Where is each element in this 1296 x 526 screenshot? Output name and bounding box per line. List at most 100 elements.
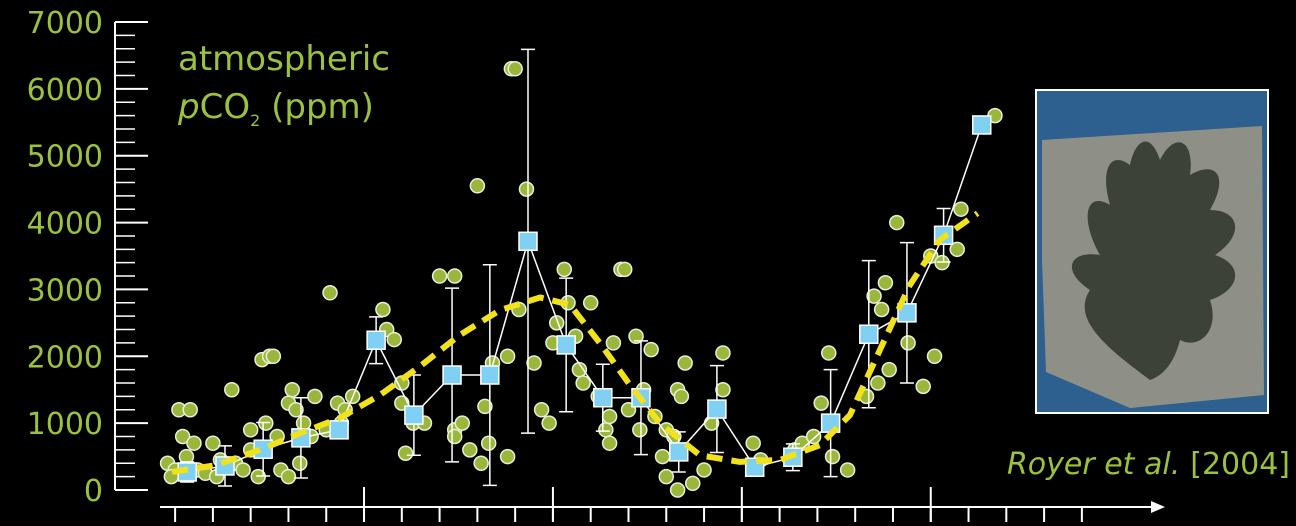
data-point <box>242 422 259 438</box>
data-point <box>499 348 516 365</box>
data-point <box>375 301 391 318</box>
data-point <box>654 448 671 465</box>
x-axis-arrow <box>1151 501 1165 513</box>
data-point <box>643 341 659 358</box>
mean-square <box>668 442 689 462</box>
data-point <box>658 468 675 485</box>
data-point <box>454 415 471 431</box>
data-point <box>601 408 618 425</box>
data-point <box>322 285 338 301</box>
data-point <box>507 61 523 77</box>
y-label-subscript: 2 <box>250 111 260 130</box>
mean-square <box>972 115 992 135</box>
data-point <box>824 448 841 465</box>
data-point <box>677 355 693 371</box>
citation: Royer et al. [2004] <box>1007 447 1290 482</box>
data-point <box>473 455 489 472</box>
mean-square <box>329 420 349 440</box>
data-point <box>446 268 463 284</box>
data-point <box>953 201 969 217</box>
mean-square <box>556 335 576 355</box>
data-point <box>235 462 251 478</box>
data-point <box>877 274 894 291</box>
leaf-fossil-photo <box>1035 89 1269 414</box>
data-point <box>582 295 599 311</box>
data-point <box>926 348 943 365</box>
y-tick-label: 4000 <box>27 207 103 242</box>
data-point <box>805 428 822 445</box>
data-point <box>632 422 648 438</box>
data-point <box>182 402 198 418</box>
data-point <box>684 475 701 492</box>
data-point <box>462 442 478 458</box>
data-point <box>598 422 614 438</box>
data-point <box>556 261 573 278</box>
y-tick-label: 6000 <box>27 73 103 108</box>
y-label-main: CO <box>200 87 251 127</box>
data-point <box>715 381 731 398</box>
data-point <box>397 445 414 461</box>
data-point <box>575 375 591 391</box>
y-tick-label: 1000 <box>27 407 103 442</box>
mean-square <box>366 330 386 350</box>
data-point <box>696 462 712 478</box>
data-point <box>533 402 550 418</box>
data-point <box>307 388 323 405</box>
data-point <box>541 415 557 431</box>
data-point <box>915 378 931 395</box>
data-point <box>499 448 516 465</box>
y-tick-label: 7000 <box>27 6 103 41</box>
leaf <box>1071 141 1236 380</box>
data-point <box>616 261 633 278</box>
mean-square <box>480 365 500 385</box>
data-point <box>431 268 448 284</box>
data-point <box>628 328 644 344</box>
data-point <box>292 455 308 472</box>
mean-square <box>897 303 917 323</box>
data-point <box>820 345 837 361</box>
data-point <box>745 435 761 451</box>
y-tick-label: 0 <box>84 474 103 509</box>
data-point <box>386 331 402 348</box>
data-point <box>480 435 497 451</box>
data-point <box>186 435 202 451</box>
data-point <box>813 395 829 411</box>
data-point <box>284 381 300 398</box>
data-point <box>548 315 565 331</box>
y-label-unit: (ppm) <box>260 87 374 127</box>
y-label-italic: p <box>177 87 200 127</box>
mean-square <box>404 405 424 425</box>
data-point <box>288 402 304 418</box>
trend-line <box>171 210 980 475</box>
data-point <box>839 462 856 478</box>
data-point <box>673 388 690 405</box>
data-point <box>205 435 221 451</box>
data-point <box>601 435 618 451</box>
citation-year: [2004] <box>1190 447 1290 482</box>
y-tick-label: 3000 <box>27 273 103 308</box>
data-point <box>949 241 965 258</box>
mean-square <box>707 399 727 419</box>
data-point <box>526 355 542 371</box>
data-point <box>881 361 897 378</box>
data-point <box>224 381 240 398</box>
citation-author: Royer et al. <box>1007 447 1180 482</box>
data-point <box>518 181 535 197</box>
data-point <box>605 335 622 351</box>
data-point <box>715 345 731 361</box>
data-point <box>866 288 882 304</box>
data-point <box>469 178 486 194</box>
data-point <box>295 415 312 431</box>
y-tick-label: 2000 <box>27 340 103 375</box>
data-point <box>477 398 493 415</box>
mean-square <box>593 387 613 408</box>
y-tick-label: 5000 <box>27 140 103 175</box>
y-label-line2: pCO2 (ppm) <box>177 87 374 130</box>
mean-line <box>187 124 983 473</box>
data-point <box>900 335 916 351</box>
data-point <box>265 348 282 365</box>
data-point <box>669 482 686 498</box>
data-point <box>888 214 905 231</box>
y-label-line1: atmospheric <box>178 39 390 79</box>
